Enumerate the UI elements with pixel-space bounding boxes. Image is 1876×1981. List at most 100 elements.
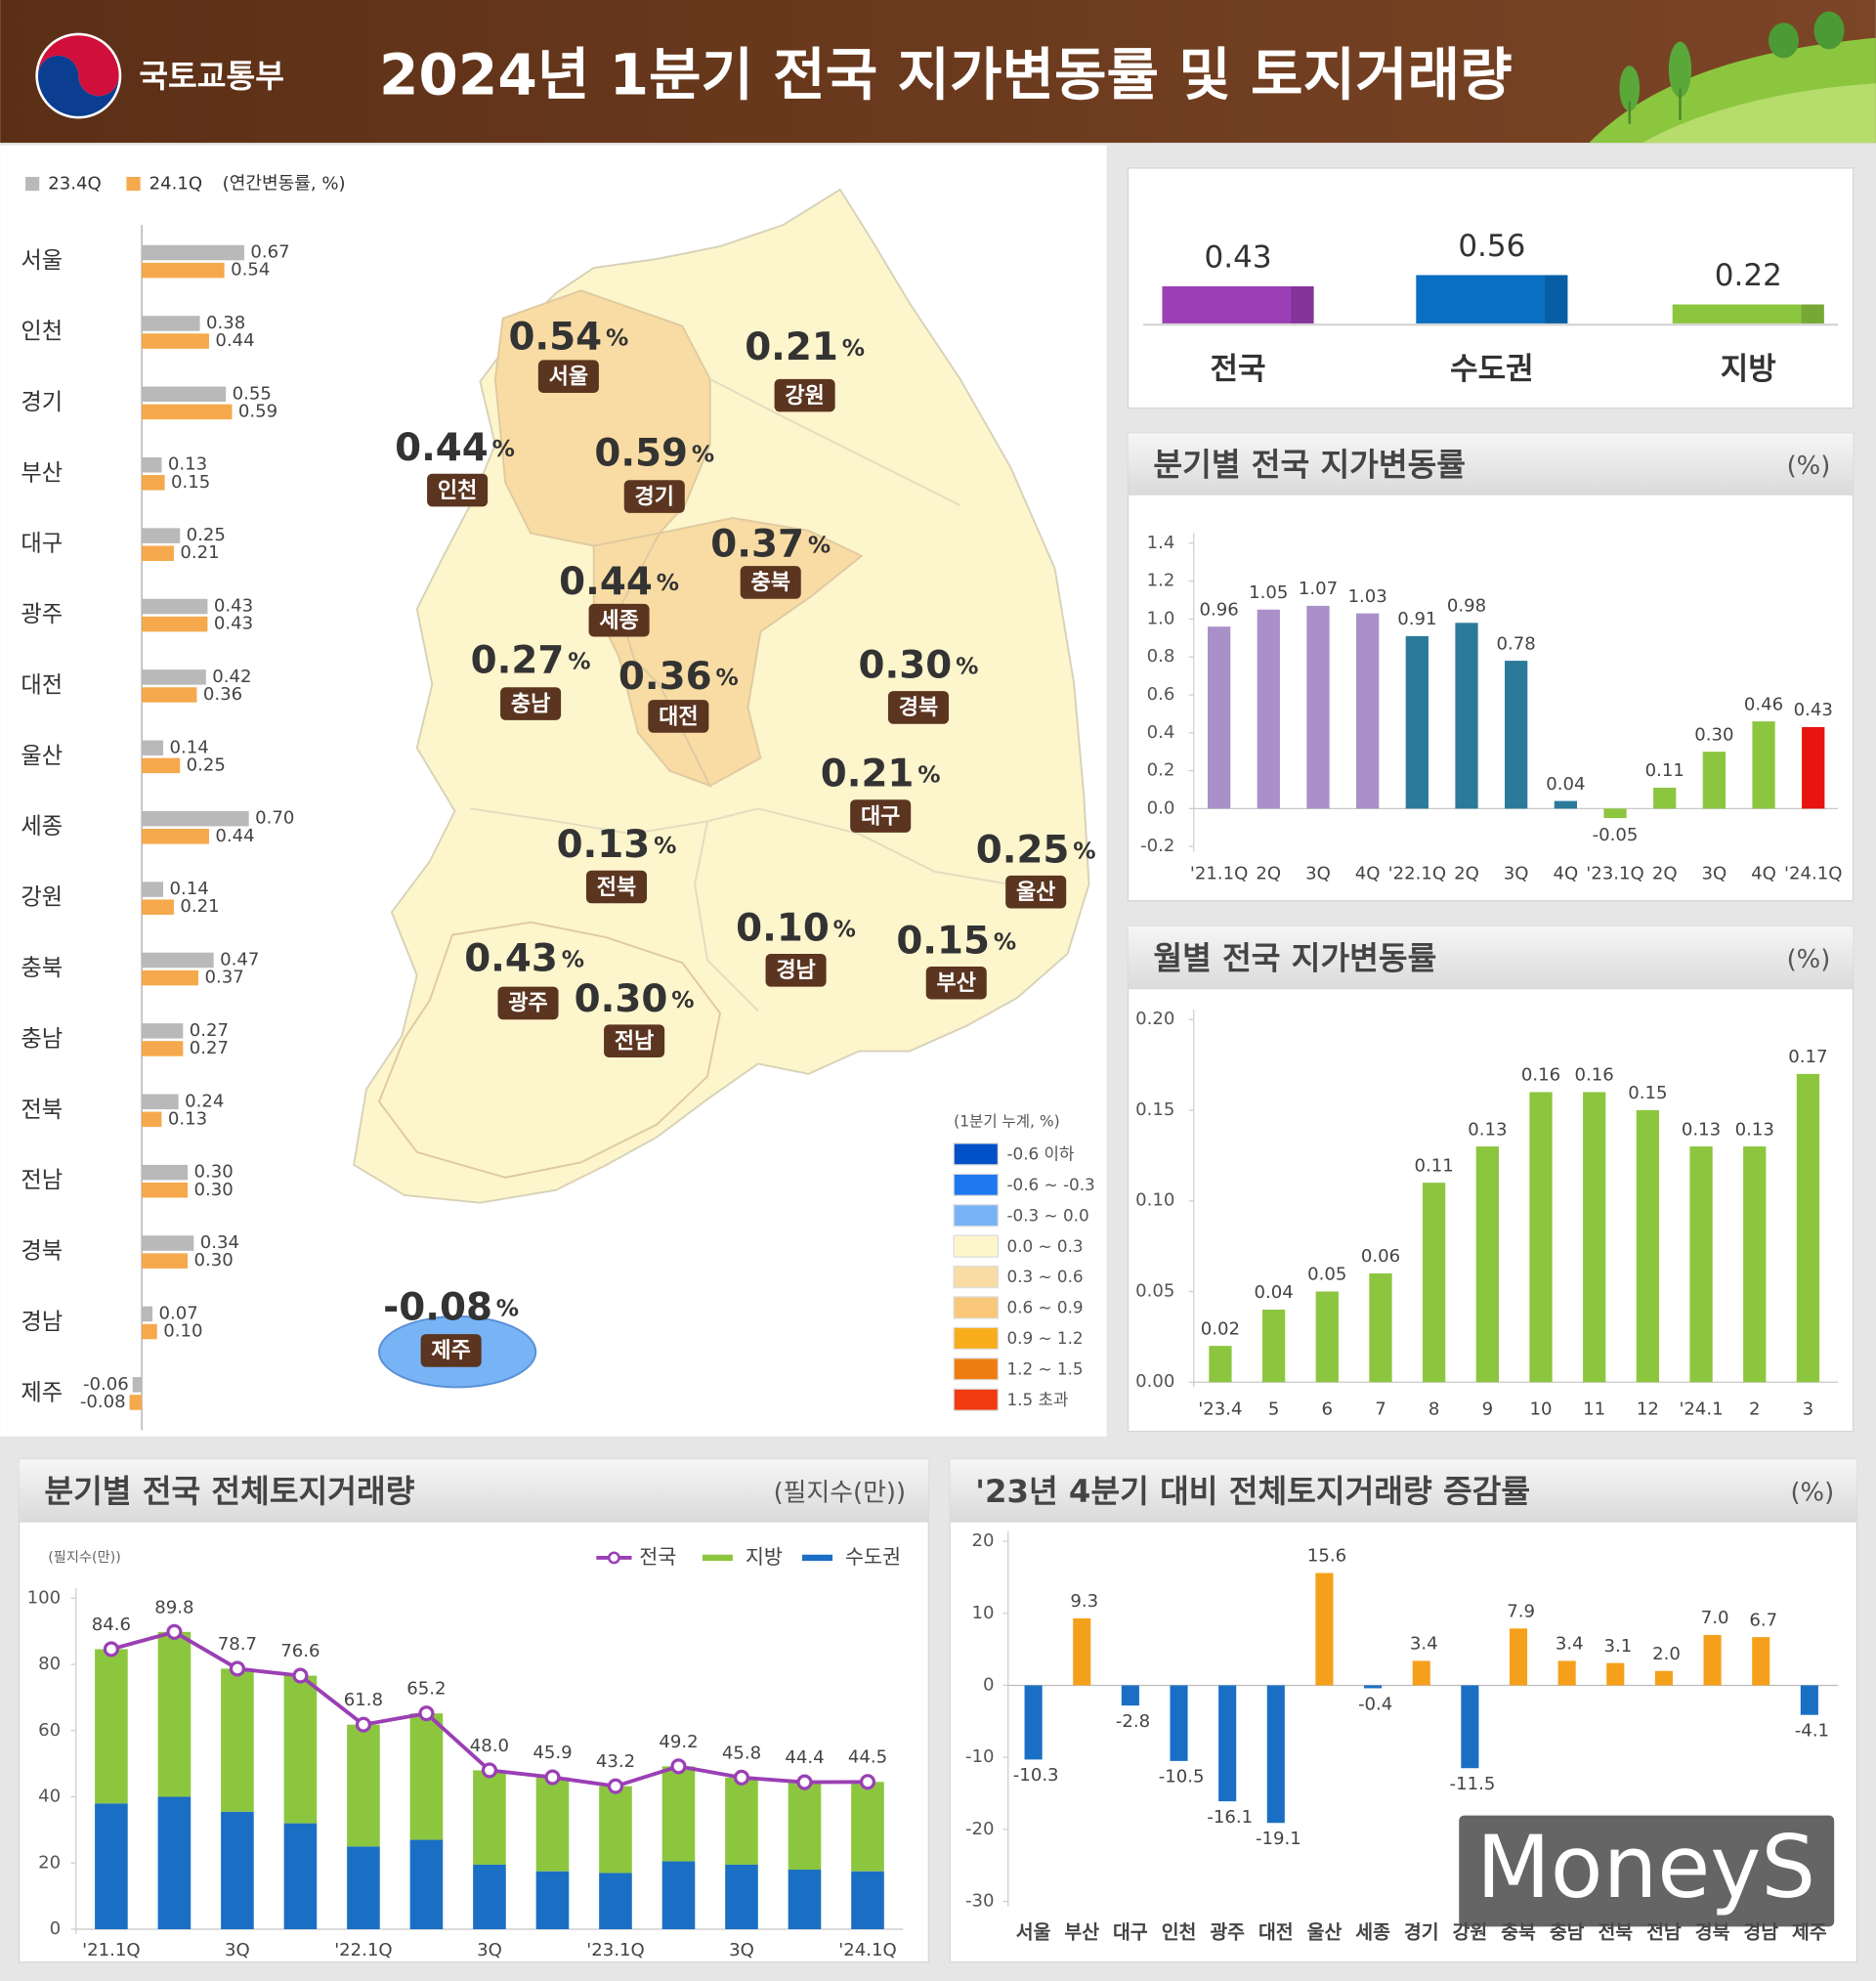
bar: [1509, 1628, 1528, 1686]
value-label: 0.55: [233, 383, 272, 404]
value-label: 0.14: [169, 879, 208, 899]
bar: [1024, 1685, 1043, 1760]
line-marker: [670, 1758, 687, 1775]
bar-shade: [1545, 275, 1568, 323]
map-legend-swatch: [953, 1265, 1000, 1289]
region-badge: [585, 870, 648, 904]
bar: [1170, 1685, 1188, 1761]
x-tick-label: 광주: [1210, 1920, 1245, 1943]
x-tick-label: '22.1Q: [1388, 864, 1446, 884]
bar-segment: [347, 1724, 380, 1847]
bar: [142, 952, 214, 969]
map-legend-label: 0.0 ~ 0.3: [1006, 1236, 1083, 1256]
x-tick-label: 대전: [1258, 1920, 1294, 1943]
category-label: 울산: [21, 743, 63, 769]
bar-segment: [535, 1777, 570, 1872]
region-value-unit: %: [568, 648, 590, 674]
y-tick-label: 0.2: [1147, 760, 1175, 781]
y-tick-label: 0.05: [1135, 1280, 1174, 1301]
value-label: -0.05: [1593, 825, 1639, 845]
value-label: 9.3: [1070, 1591, 1098, 1612]
category-label: 강원: [21, 884, 63, 911]
line-marker: [796, 1774, 813, 1790]
x-tick-label: '22.1Q: [334, 1940, 392, 1960]
category-label: 전국: [1210, 352, 1265, 387]
region-badge: [648, 700, 709, 733]
value-label: 0.15: [171, 472, 210, 493]
map-legend-swatch: [953, 1173, 1000, 1196]
region-badge: [420, 1334, 482, 1367]
panel-header: [19, 1459, 929, 1523]
x-tick-label: 7: [1375, 1400, 1386, 1420]
y-tick-label: 0.0: [1147, 797, 1175, 818]
bar: [142, 545, 174, 561]
bar: [142, 1111, 162, 1128]
x-tick-label: 3Q: [1702, 864, 1727, 884]
category-label: 충남: [21, 1025, 63, 1052]
x-tick-label: 10: [1530, 1400, 1553, 1420]
bar: [142, 810, 249, 827]
bar: [1529, 1092, 1553, 1383]
value-label: 0.30: [1694, 724, 1733, 745]
bar: [1405, 635, 1428, 809]
x-tick-label: 3Q: [1504, 864, 1529, 884]
page-title: 2024년 1분기 전국 지가변동률 및 토지거래량: [379, 41, 1513, 108]
header-band: [0, 0, 1876, 144]
y-tick-label: 0.6: [1147, 684, 1175, 705]
value-label: 1.07: [1299, 579, 1338, 599]
legend-label: 24.1Q: [149, 174, 202, 194]
region-value-number: 0.30: [575, 976, 668, 1020]
region-name: 세종: [599, 609, 638, 633]
region-value-number: 0.10: [736, 906, 830, 950]
bar: [1261, 1310, 1286, 1383]
map-legend-label: 1.5 초과: [1006, 1390, 1068, 1409]
value-label: 0.13: [1468, 1119, 1507, 1140]
value-label: 0.17: [1788, 1047, 1827, 1067]
x-tick-label: 4Q: [1751, 864, 1776, 884]
value-label: 45.9: [533, 1743, 572, 1763]
y-tick-label: 0.4: [1147, 722, 1175, 743]
x-tick-label: 부산: [1064, 1920, 1099, 1943]
region-value-number: 0.21: [745, 324, 838, 368]
bar: [142, 262, 225, 279]
line-marker: [544, 1769, 561, 1786]
bar: [1162, 285, 1314, 323]
bar: [142, 456, 162, 473]
bar: [1606, 1662, 1625, 1686]
value-label: 0.15: [1628, 1083, 1667, 1103]
bar: [1703, 1634, 1722, 1686]
y-tick-label: 40: [38, 1787, 61, 1807]
bar-segment: [661, 1766, 696, 1862]
region-name: 경남: [776, 959, 815, 983]
value-label: 3.4: [1556, 1634, 1584, 1655]
bar: [142, 1235, 194, 1251]
bar-segment: [157, 1796, 192, 1929]
value-label: 0.59: [238, 401, 277, 421]
y-tick-label: 100: [27, 1587, 62, 1608]
bar: [1315, 1291, 1339, 1383]
bar-shade: [1291, 285, 1314, 323]
value-label: 0.11: [1415, 1155, 1454, 1176]
y-tick-label: 0.8: [1147, 646, 1175, 667]
bar-segment: [599, 1786, 632, 1873]
region-value: 0.59%: [594, 431, 714, 475]
map-region: [592, 532, 712, 788]
value-label: 7.0: [1701, 1608, 1729, 1628]
value-label: 0.13: [1735, 1119, 1774, 1140]
bar-segment: [661, 1861, 696, 1929]
value-label: 0.21: [180, 896, 219, 917]
x-tick-label: '23.4: [1198, 1400, 1242, 1420]
bar: [1207, 626, 1231, 809]
map-legend-label: -0.3 ~ 0.0: [1006, 1205, 1088, 1225]
value-label: 0.02: [1201, 1318, 1240, 1339]
value-label: 0.43: [214, 614, 253, 634]
axis-label: (필지수(만)): [48, 1549, 121, 1566]
value-label: 0.78: [1497, 633, 1536, 654]
x-tick-label: 서울: [1016, 1920, 1051, 1943]
map-legend-swatch: [953, 1142, 1000, 1166]
x-tick-label: 세종: [1355, 1920, 1390, 1943]
map-region: [377, 921, 722, 1179]
region-value-unit: %: [492, 436, 515, 462]
value-label: 0.47: [220, 949, 259, 969]
